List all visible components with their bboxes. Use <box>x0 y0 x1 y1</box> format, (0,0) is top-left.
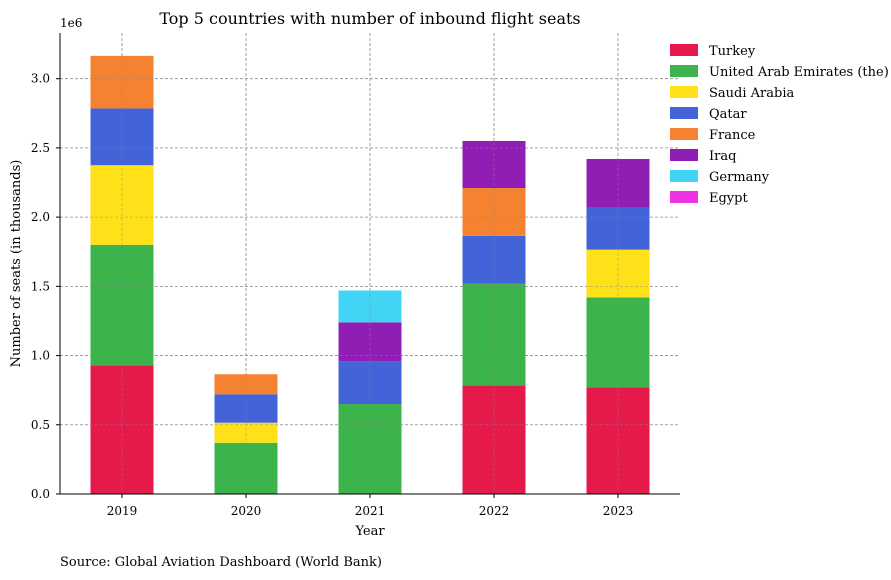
legend-label: Qatar <box>709 107 747 122</box>
legend-swatch <box>670 128 698 140</box>
y-tick-label: 1.0 <box>31 349 50 363</box>
x-tick-label: 2020 <box>231 504 262 518</box>
bar-segment-france <box>462 188 526 236</box>
bar-segment-saudi-arabia <box>214 422 278 443</box>
legend-label: Saudi Arabia <box>709 86 794 101</box>
legend-label: Egypt <box>709 191 748 206</box>
y-tick-label: 3.0 <box>31 72 50 86</box>
x-tick-label: 2019 <box>107 504 138 518</box>
source-note: Source: Global Aviation Dashboard (World… <box>60 555 382 570</box>
y-tick-label: 0.5 <box>31 418 50 432</box>
legend-swatch <box>670 107 698 119</box>
chart-title: Top 5 countries with number of inbound f… <box>159 9 580 28</box>
legend-swatch <box>670 44 698 56</box>
legend-label: Iraq <box>709 149 736 164</box>
y-offset-text: 1e6 <box>60 16 82 30</box>
legend-swatch <box>670 191 698 203</box>
legend-label: Turkey <box>709 44 756 59</box>
legend-swatch <box>670 149 698 161</box>
x-axis-label: Year <box>354 524 385 539</box>
legend-label: France <box>709 128 756 143</box>
bar-segment-qatar <box>90 108 154 166</box>
legend-swatch <box>670 86 698 98</box>
legend-swatch <box>670 170 698 182</box>
legend-swatch <box>670 65 698 77</box>
bar-segment-united-arab-emirates-the <box>586 297 650 388</box>
legend-label: Germany <box>709 170 770 185</box>
y-axis-label: Number of seats (in thousands) <box>9 160 24 368</box>
bar-segment-qatar <box>338 361 402 405</box>
x-tick-label: 2022 <box>479 504 510 518</box>
x-tick-label: 2021 <box>355 504 386 518</box>
legend-label: United Arab Emirates (the) <box>709 65 889 80</box>
y-tick-label: 2.0 <box>31 210 50 224</box>
y-tick-label: 1.5 <box>31 279 50 293</box>
x-tick-label: 2023 <box>603 504 634 518</box>
y-tick-label: 2.5 <box>31 141 50 155</box>
y-tick-label: 0.0 <box>31 487 50 501</box>
